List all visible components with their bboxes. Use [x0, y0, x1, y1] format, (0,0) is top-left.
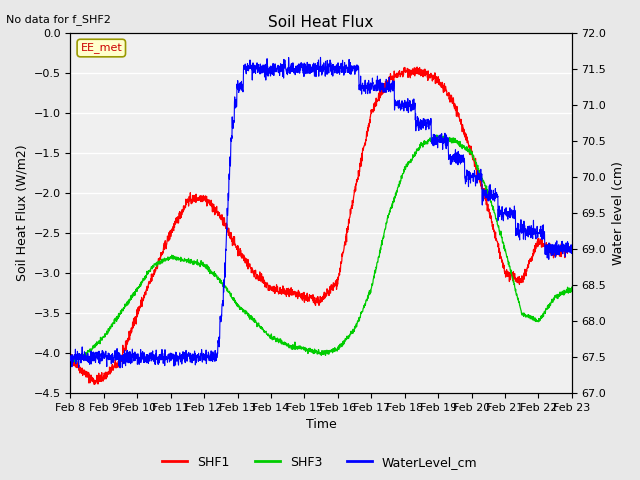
- Text: No data for f_SHF2: No data for f_SHF2: [6, 14, 111, 25]
- Title: Soil Heat Flux: Soil Heat Flux: [268, 15, 374, 30]
- X-axis label: Time: Time: [306, 419, 337, 432]
- Y-axis label: Water level (cm): Water level (cm): [612, 161, 625, 265]
- Y-axis label: Soil Heat Flux (W/m2): Soil Heat Flux (W/m2): [15, 144, 28, 281]
- Text: EE_met: EE_met: [81, 43, 122, 53]
- Legend: SHF1, SHF3, WaterLevel_cm: SHF1, SHF3, WaterLevel_cm: [157, 451, 483, 474]
